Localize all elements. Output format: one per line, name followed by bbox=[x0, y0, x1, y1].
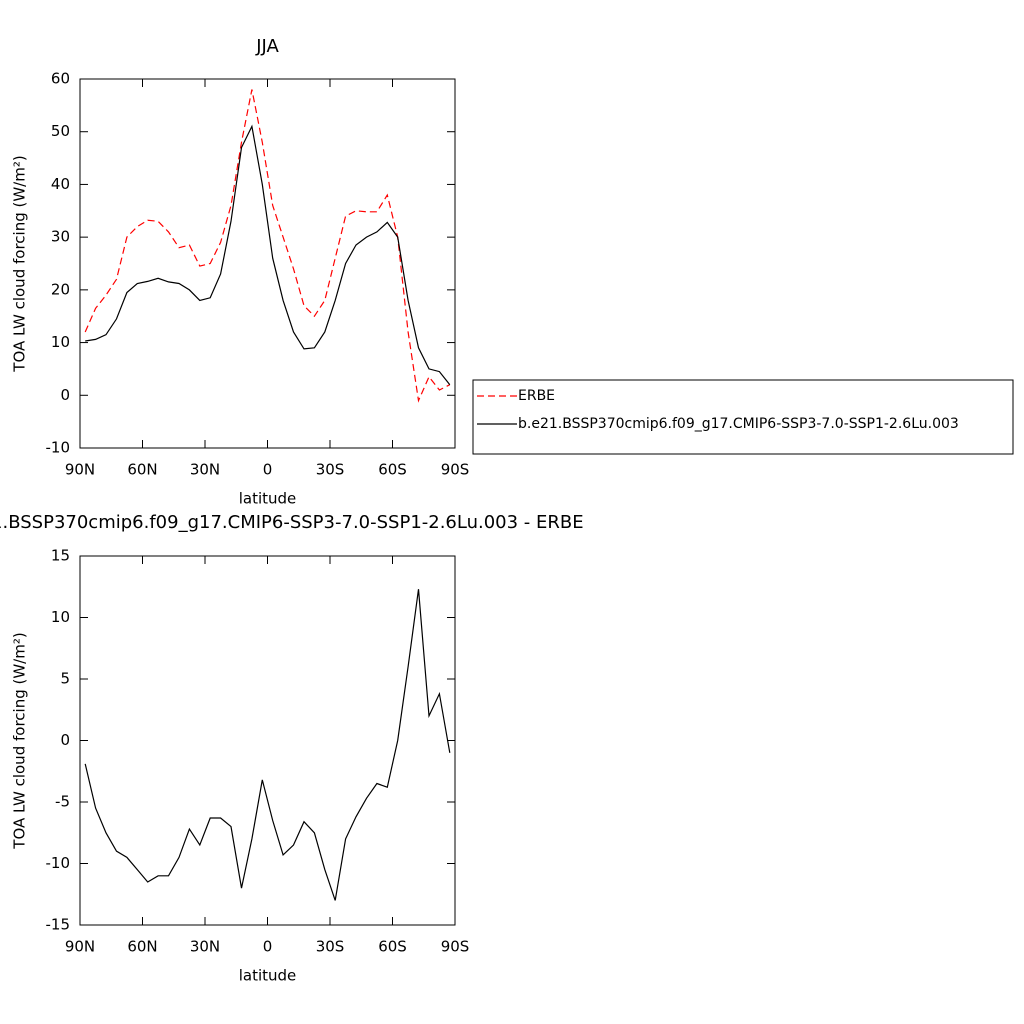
x-axis-label: latitude bbox=[239, 490, 297, 508]
x-tick-label: 30S bbox=[316, 938, 345, 956]
x-tick-label: 60S bbox=[378, 938, 407, 956]
y-tick-label: -5 bbox=[55, 793, 70, 811]
y-tick-label: 60 bbox=[51, 70, 70, 88]
y-tick-label: 10 bbox=[51, 333, 70, 351]
legend-label: ERBE bbox=[518, 388, 555, 404]
x-tick-label: 30N bbox=[190, 938, 220, 956]
legend-label: b.e21.BSSP370cmip6.f09_g17.CMIP6-SSP3-7.… bbox=[518, 416, 959, 432]
y-tick-label: -10 bbox=[46, 854, 71, 872]
y-axis-label: TOA LW cloud forcing (W/m²) bbox=[11, 632, 29, 849]
data-line bbox=[84, 589, 451, 901]
x-tick-label: 60S bbox=[378, 461, 407, 479]
chart-title: b.e21.BSSP370cmip6.f09_g17.CMIP6-SSP3-7.… bbox=[0, 512, 584, 533]
x-tick-label: 60N bbox=[127, 938, 157, 956]
data-line bbox=[85, 124, 451, 386]
data-line bbox=[84, 89, 451, 403]
legend: ERBE b.e21.BSSP370cmip6.f09_g17.CMIP6-SSP… bbox=[472, 379, 1014, 455]
x-tick-label: 30S bbox=[316, 461, 345, 479]
x-tick-label: 0 bbox=[263, 938, 273, 956]
x-tick-label: 90S bbox=[441, 938, 470, 956]
y-tick-label: 0 bbox=[60, 731, 70, 749]
y-tick-label: 0 bbox=[60, 386, 70, 404]
y-tick-label: -15 bbox=[46, 916, 71, 934]
x-tick-label: 60N bbox=[127, 461, 157, 479]
legend-box bbox=[472, 379, 1014, 455]
x-tick-label: 0 bbox=[263, 461, 273, 479]
x-tick-label: 90N bbox=[65, 461, 95, 479]
plot-frame bbox=[79, 555, 456, 926]
x-tick-label: 90N bbox=[65, 938, 95, 956]
x-tick-label: 90S bbox=[441, 461, 470, 479]
y-tick-label: 40 bbox=[51, 175, 70, 193]
y-tick-label: 5 bbox=[60, 670, 70, 688]
x-tick-label: 30N bbox=[190, 461, 220, 479]
chart-title: JJA bbox=[255, 36, 279, 57]
y-tick-label: 30 bbox=[51, 228, 70, 246]
y-tick-label: 15 bbox=[51, 547, 70, 565]
y-tick-label: -10 bbox=[46, 439, 71, 457]
y-tick-label: 50 bbox=[51, 122, 70, 140]
plot-frame bbox=[79, 78, 456, 449]
y-tick-label: 10 bbox=[51, 608, 70, 626]
y-tick-label: 20 bbox=[51, 280, 70, 298]
y-axis-label: TOA LW cloud forcing (W/m²) bbox=[11, 155, 29, 372]
x-axis-label: latitude bbox=[239, 967, 297, 985]
